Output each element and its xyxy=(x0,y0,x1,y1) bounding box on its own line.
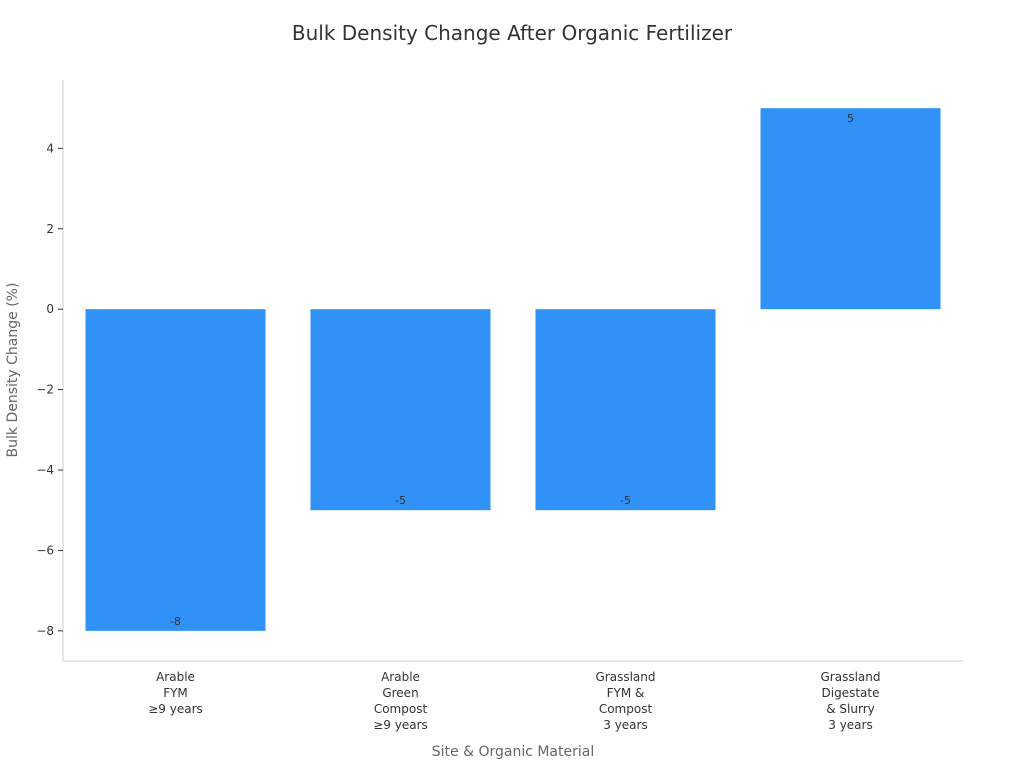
y-tick-label: −4 xyxy=(36,463,54,477)
y-tick-label: −6 xyxy=(36,543,54,557)
data-label: -5 xyxy=(620,494,631,507)
y-tick-label: 0 xyxy=(46,302,54,316)
x-tick-label: Grassland FYM & Compost 3 years xyxy=(596,670,656,732)
x-axis-title: Site & Organic Material xyxy=(432,744,594,760)
y-axis-title: Bulk Density Change (%) xyxy=(5,283,21,458)
bar xyxy=(760,108,941,310)
y-tick-label: −2 xyxy=(36,383,54,397)
data-label: -8 xyxy=(170,615,181,628)
x-tick-label: Grassland Digestate & Slurry 3 years xyxy=(821,670,881,732)
x-tick-label: Arable Green Compost ≥9 years xyxy=(373,670,428,732)
y-tick-label: −8 xyxy=(36,624,54,638)
bar xyxy=(310,309,491,511)
data-label: 5 xyxy=(847,112,854,125)
x-tick-label: Arable FYM ≥9 years xyxy=(148,670,203,716)
chart-title: Bulk Density Change After Organic Fertil… xyxy=(292,21,733,45)
bar xyxy=(85,309,266,631)
data-label: -5 xyxy=(395,494,406,507)
bar xyxy=(535,309,716,511)
y-tick-label: 4 xyxy=(46,141,54,155)
y-tick-label: 2 xyxy=(46,222,54,236)
plot-area: −8 −6 −4 −2 0 2 4 -8 Arable FYM ≥9 years -5 Arable Gr… xyxy=(36,80,963,732)
